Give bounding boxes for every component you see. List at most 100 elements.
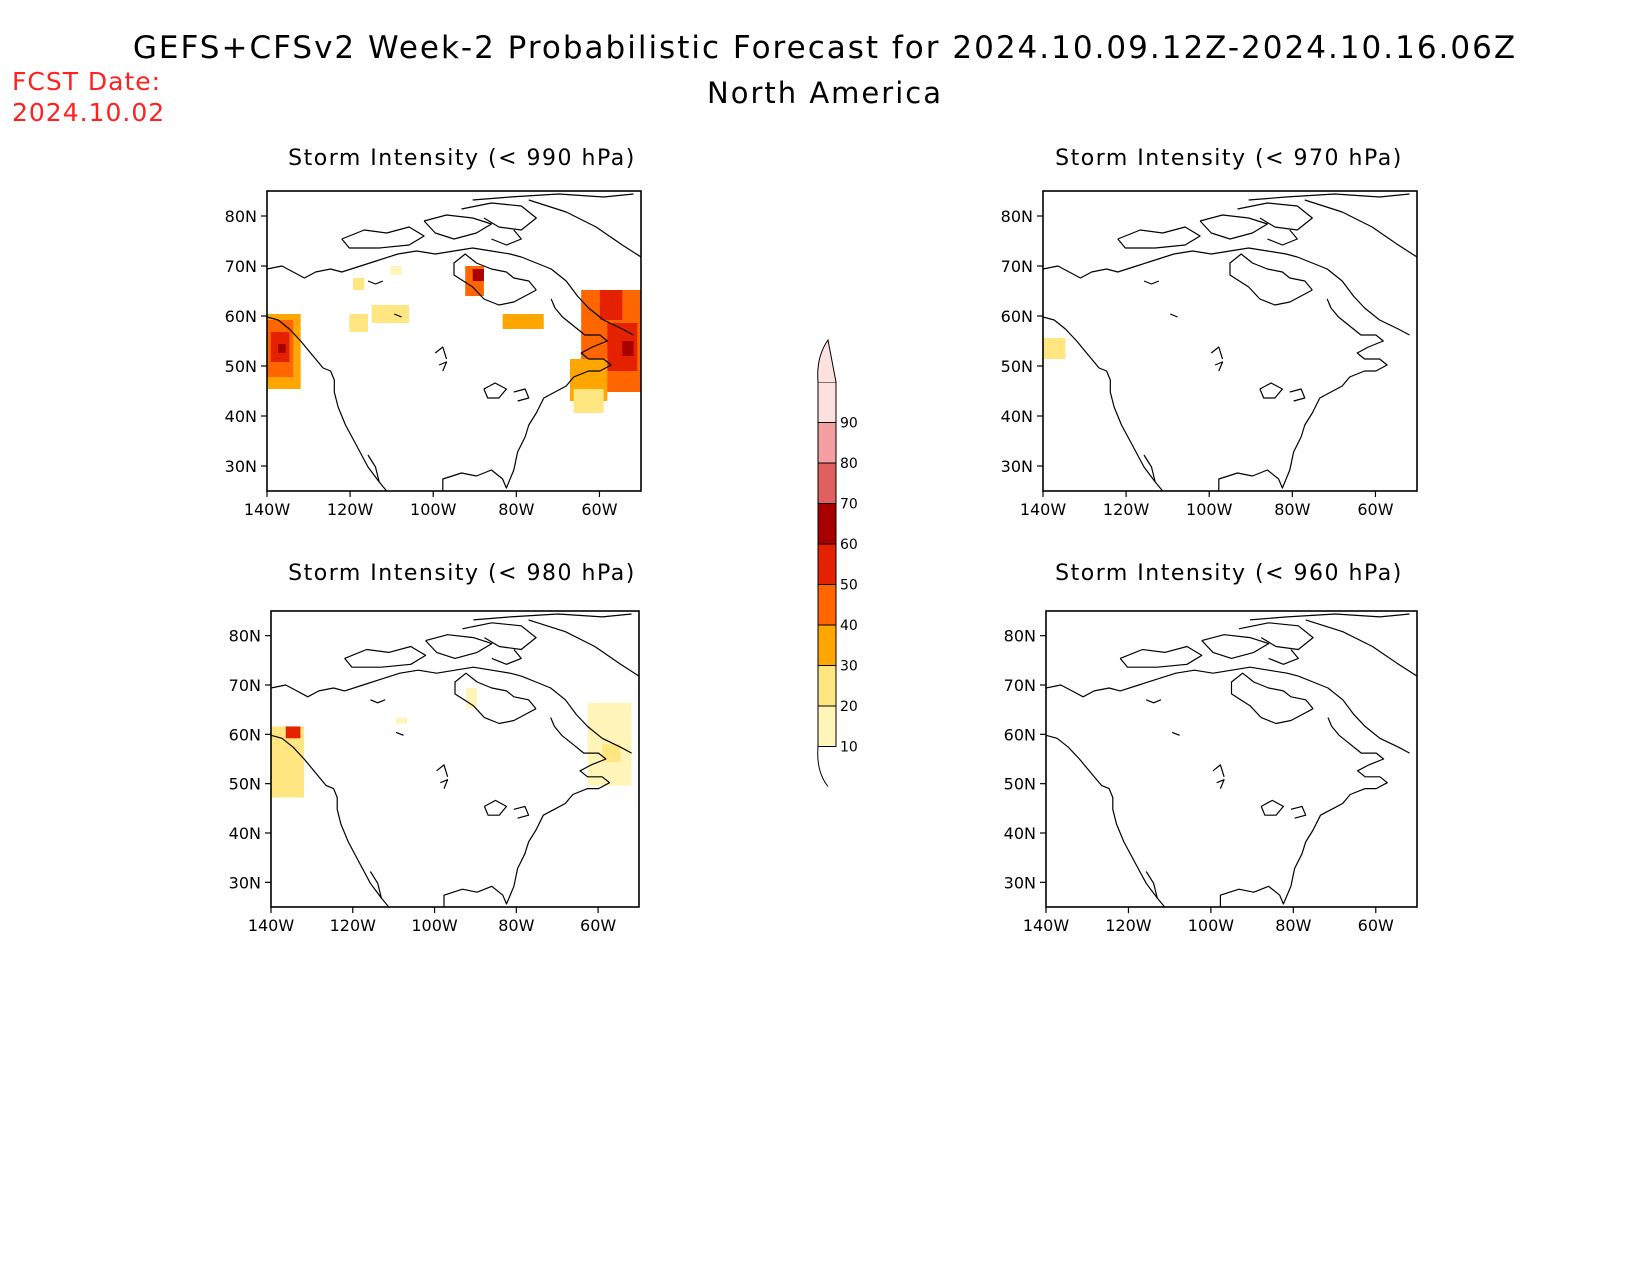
coastline xyxy=(483,382,507,399)
lat-tick-label: 40N xyxy=(1004,824,1036,843)
coastline xyxy=(1230,672,1314,725)
coastline xyxy=(1216,779,1225,789)
coastline xyxy=(271,678,382,698)
coastline xyxy=(1169,313,1178,318)
lon-tick-label: 100W xyxy=(411,916,458,935)
coastline xyxy=(1143,454,1156,483)
coastline xyxy=(491,229,522,246)
colorbar-bottom-extension xyxy=(817,746,829,787)
lat-tick-label: 30N xyxy=(229,873,261,892)
lat-tick-label: 40N xyxy=(229,824,261,843)
coastline xyxy=(1305,619,1417,677)
lat-tick-label: 70N xyxy=(1004,676,1036,695)
lon-tick-label: 60W xyxy=(1358,916,1394,935)
coastline xyxy=(434,346,448,360)
probability-cell xyxy=(602,744,621,762)
coastline xyxy=(528,199,641,258)
coastline xyxy=(1229,253,1313,306)
lat-tick-label: 40N xyxy=(1001,407,1033,426)
panel-title-970: Storm Intensity (< 970 hPa) xyxy=(1055,146,1403,171)
coastline xyxy=(1046,678,1158,698)
probability-cell xyxy=(466,687,478,709)
lat-tick-label: 50N xyxy=(225,357,257,376)
coastline xyxy=(1297,256,1410,336)
coastline xyxy=(1212,764,1225,777)
colorbar-segment xyxy=(818,422,836,463)
lon-tick-label: 60W xyxy=(1357,500,1393,519)
panel-title-980: Storm Intensity (< 980 hPa) xyxy=(288,561,636,586)
coastline xyxy=(1143,280,1160,285)
lon-tick-label: 100W xyxy=(1186,500,1233,519)
colorbar-segment xyxy=(818,382,836,423)
coastline xyxy=(370,699,386,704)
lat-tick-label: 70N xyxy=(225,257,257,276)
coastline xyxy=(1218,298,1388,491)
colorbar-segment xyxy=(818,706,836,747)
colorbar-segment xyxy=(818,584,836,625)
coastline xyxy=(267,259,380,279)
coastline xyxy=(472,193,634,201)
coastline xyxy=(1171,731,1180,736)
lat-tick-label: 80N xyxy=(229,627,261,646)
map-panel-970: 80N 70N 60N 50N 40N 30N 140W 120W 100W 80W 60W xyxy=(1001,190,1418,519)
lon-tick-label: 120W xyxy=(330,916,377,935)
probability-cell xyxy=(349,314,368,332)
coastline xyxy=(473,613,632,621)
coastline xyxy=(1304,199,1417,258)
coastline xyxy=(271,734,390,907)
coastline xyxy=(513,388,530,402)
lat-tick-label: 80N xyxy=(1004,627,1036,646)
coastline xyxy=(1145,871,1158,899)
coastline xyxy=(1119,645,1203,668)
colorbar-segment xyxy=(818,503,836,544)
lon-tick-label: 100W xyxy=(410,500,457,519)
map-frame xyxy=(1045,610,1418,908)
panel-title-990: Storm Intensity (< 990 hPa) xyxy=(288,146,636,171)
coastline xyxy=(1237,202,1313,231)
coastline xyxy=(513,805,530,819)
lon-tick-label: 80W xyxy=(1275,916,1311,935)
coastline xyxy=(440,779,449,789)
probability-cell xyxy=(285,726,301,739)
colorbar: 10 20 30 40 50 60 70 80 90 xyxy=(817,338,858,787)
coastline xyxy=(1267,229,1298,246)
probability-cell xyxy=(1043,338,1066,359)
coastline xyxy=(381,666,522,680)
probability-cell xyxy=(573,389,604,413)
colorbar-label: 40 xyxy=(840,618,858,634)
lon-tick-label: 140W xyxy=(244,500,291,519)
coastline xyxy=(341,226,425,249)
coastline xyxy=(344,645,427,668)
coastline xyxy=(1214,361,1224,372)
coastline xyxy=(1210,346,1224,360)
colorbar-label: 30 xyxy=(840,659,858,675)
lat-tick-label: 80N xyxy=(1001,207,1033,226)
coastline xyxy=(1298,675,1410,754)
region-subtitle: North America xyxy=(707,76,943,110)
coastline xyxy=(369,871,382,899)
coastline xyxy=(395,731,404,736)
colorbar-segment xyxy=(818,625,836,666)
lon-tick-label: 80W xyxy=(498,916,534,935)
coastline xyxy=(1248,193,1410,201)
coastline xyxy=(438,361,448,372)
lat-tick-label: 70N xyxy=(1001,257,1033,276)
coastline xyxy=(267,316,388,491)
lat-tick-label: 60N xyxy=(229,725,261,744)
coastline xyxy=(521,256,634,336)
probability-cell xyxy=(622,341,634,356)
forecast-date: FCST Date: 2024.10.02 xyxy=(12,66,165,128)
lat-tick-label: 30N xyxy=(1001,457,1033,476)
lat-tick-label: 50N xyxy=(1004,775,1036,794)
probability-cell xyxy=(278,344,286,353)
coastline xyxy=(1238,622,1314,651)
coastline xyxy=(367,280,384,285)
lon-tick-label: 60W xyxy=(581,500,617,519)
coastline xyxy=(442,298,612,491)
coastline xyxy=(1043,316,1164,491)
coastline xyxy=(443,717,611,907)
map-frame xyxy=(270,610,640,908)
coastline xyxy=(1219,717,1388,907)
lon-tick-label: 140W xyxy=(248,916,295,935)
coastline xyxy=(1259,382,1284,399)
